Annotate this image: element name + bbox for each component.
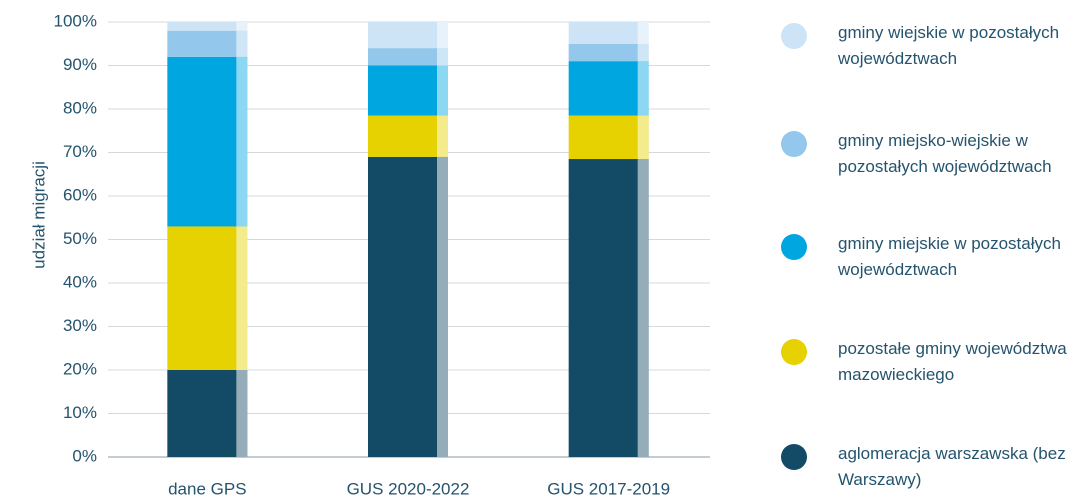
bar-sheen (236, 370, 248, 457)
y-tick-label: 100% (54, 11, 97, 30)
y-tick-label: 60% (63, 185, 97, 204)
y-tick-label: 50% (63, 229, 97, 248)
legend-label: gminy miejsko-wiejskie w pozostałych woj… (838, 131, 1052, 176)
legend-swatch (781, 23, 807, 49)
bar-segment (368, 65, 448, 116)
bar-segment (368, 156, 448, 457)
bar-segment (568, 22, 649, 44)
bar-segment (167, 56, 248, 227)
y-tick-label: 10% (63, 403, 97, 422)
bar-segment (568, 43, 649, 62)
y-tick-label: 40% (63, 272, 97, 291)
legend-swatch (781, 131, 807, 157)
legend-label: gminy miejskie w pozostałych województwa… (838, 234, 1061, 279)
legend-swatch (781, 339, 807, 365)
y-tick-label: 80% (63, 98, 97, 117)
bar-segment (568, 115, 649, 160)
bar-sheen (236, 22, 248, 31)
legend-label: aglomeracja warszawska (bez Warszawy) (838, 444, 1066, 489)
legend-swatch (781, 444, 807, 470)
x-tick-label: dane GPS (168, 479, 246, 497)
y-axis-label: udział migracji (29, 161, 48, 269)
x-tick-label: GUS 2020-2022 (347, 479, 470, 497)
bar-segment (368, 22, 448, 49)
bar-sheen (437, 65, 448, 116)
bar-sheen (437, 156, 448, 457)
bar-sheen (637, 159, 649, 457)
bar-segment (167, 22, 248, 31)
y-tick-label: 0% (72, 446, 97, 465)
bar-segment (167, 226, 248, 370)
bar-sheen (637, 22, 649, 44)
bar-sheen (637, 43, 649, 62)
bar-sheen (637, 61, 649, 116)
x-tick-label: GUS 2017-2019 (547, 479, 670, 497)
legend-label: gminy wiejskie w pozostałych województwa… (838, 23, 1060, 68)
legend-swatch (781, 234, 807, 260)
bar-sheen (236, 56, 248, 227)
bar-segment (167, 30, 248, 57)
bar-sheen (437, 22, 448, 49)
bar-sheen (236, 30, 248, 57)
y-tick-label: 90% (63, 55, 97, 74)
bar-segment (568, 159, 649, 457)
bar-segment (368, 115, 448, 157)
bar-sheen (437, 48, 448, 66)
bar-sheen (637, 115, 649, 160)
bar-sheen (236, 226, 248, 370)
y-tick-label: 20% (63, 359, 97, 378)
bar-segment (368, 48, 448, 66)
y-tick-label: 30% (63, 316, 97, 335)
legend-label: pozostałe gminy województwa mazowieckieg… (838, 339, 1067, 384)
bar-sheen (437, 115, 448, 157)
bar-segment (568, 61, 649, 116)
y-tick-label: 70% (63, 142, 97, 161)
bar-segment (167, 370, 248, 457)
